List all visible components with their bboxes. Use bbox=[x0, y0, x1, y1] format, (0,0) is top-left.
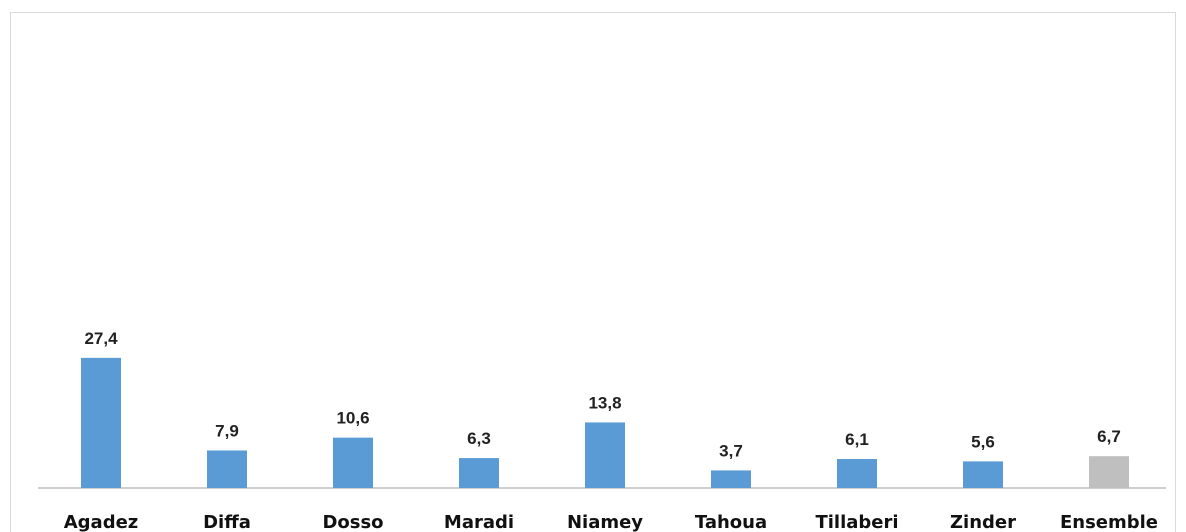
value-label-tahoua: 3,7 bbox=[719, 441, 743, 460]
category-label-maradi: Maradi bbox=[444, 512, 514, 532]
value-labels-group: 27,4 7,9 10,6 6,3 13,8 3,7 6,1 5,6 6,7 bbox=[84, 329, 1120, 461]
value-label-maradi: 6,3 bbox=[467, 429, 491, 448]
chart-frame bbox=[10, 12, 1176, 532]
value-label-ensemble: 6,7 bbox=[1097, 427, 1121, 446]
bar-maradi bbox=[459, 458, 499, 488]
bar-tahoua bbox=[711, 470, 751, 488]
value-label-niamey: 13,8 bbox=[588, 393, 621, 412]
category-label-agadez: Agadez bbox=[64, 512, 139, 532]
value-label-diffa: 7,9 bbox=[215, 421, 239, 440]
bar-zinder bbox=[963, 461, 1003, 488]
bar-niamey bbox=[585, 422, 625, 488]
value-label-agadez: 27,4 bbox=[84, 329, 118, 348]
bar-agadez bbox=[81, 357, 121, 488]
value-label-dosso: 10,6 bbox=[336, 409, 369, 428]
bar-tillaberi bbox=[837, 459, 877, 488]
category-label-ensemble: Ensemble bbox=[1060, 512, 1158, 532]
bar-diffa bbox=[207, 450, 247, 488]
value-label-tillaberi: 6,1 bbox=[845, 430, 869, 449]
value-label-zinder: 5,6 bbox=[971, 432, 995, 451]
category-label-dosso: Dosso bbox=[322, 512, 383, 532]
category-label-diffa: Diffa bbox=[203, 512, 251, 532]
category-label-tahoua: Tahoua bbox=[695, 512, 767, 532]
category-label-niamey: Niamey bbox=[567, 512, 643, 532]
category-label-zinder: Zinder bbox=[950, 512, 1016, 532]
category-labels-group: Agadez Diffa Dosso Maradi Niamey Tahoua Tillab… bbox=[64, 512, 1158, 532]
bars-group bbox=[81, 357, 1129, 488]
bar-ensemble bbox=[1089, 456, 1129, 488]
category-label-tillaberi: Tillaberi bbox=[815, 512, 898, 532]
bar-dosso bbox=[333, 437, 373, 488]
